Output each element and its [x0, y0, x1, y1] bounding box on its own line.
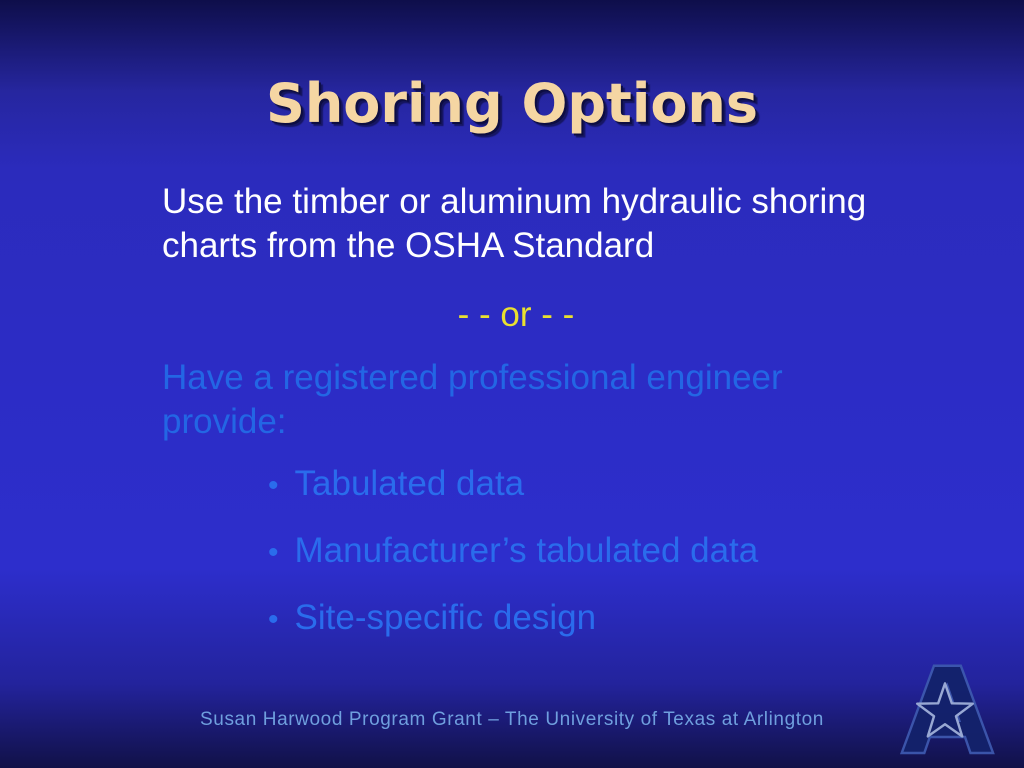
- bullet-item-manufacturers-data: • Manufacturer’s tabulated data: [268, 529, 758, 575]
- bullet-icon: •: [268, 469, 279, 502]
- bullet-list: • Tabulated data • Manufacturer’s tabula…: [268, 462, 758, 663]
- bullet-item-tabulated-data: • Tabulated data: [268, 462, 758, 508]
- bullet-item-site-specific: • Site-specific design: [268, 596, 758, 642]
- or-separator: - - or - -: [457, 295, 575, 334]
- uta-a-star-logo-icon: A: [900, 648, 995, 764]
- logo-star-icon: [915, 682, 975, 738]
- slide-title: Shoring Options: [265, 72, 759, 135]
- bullet-text: Site-specific design: [294, 598, 597, 637]
- bullet-text: Tabulated data: [294, 464, 525, 503]
- bullet-icon: •: [268, 603, 279, 636]
- bullet-icon: •: [268, 536, 279, 569]
- paragraph-osha-charts: Use the timber or aluminum hydraulic sho…: [162, 182, 867, 265]
- footer-credit: Susan Harwood Program Grant – The Univer…: [200, 709, 824, 730]
- paragraph-engineer: Have a registered professional engineer …: [162, 358, 783, 441]
- bullet-text: Manufacturer’s tabulated data: [294, 531, 759, 570]
